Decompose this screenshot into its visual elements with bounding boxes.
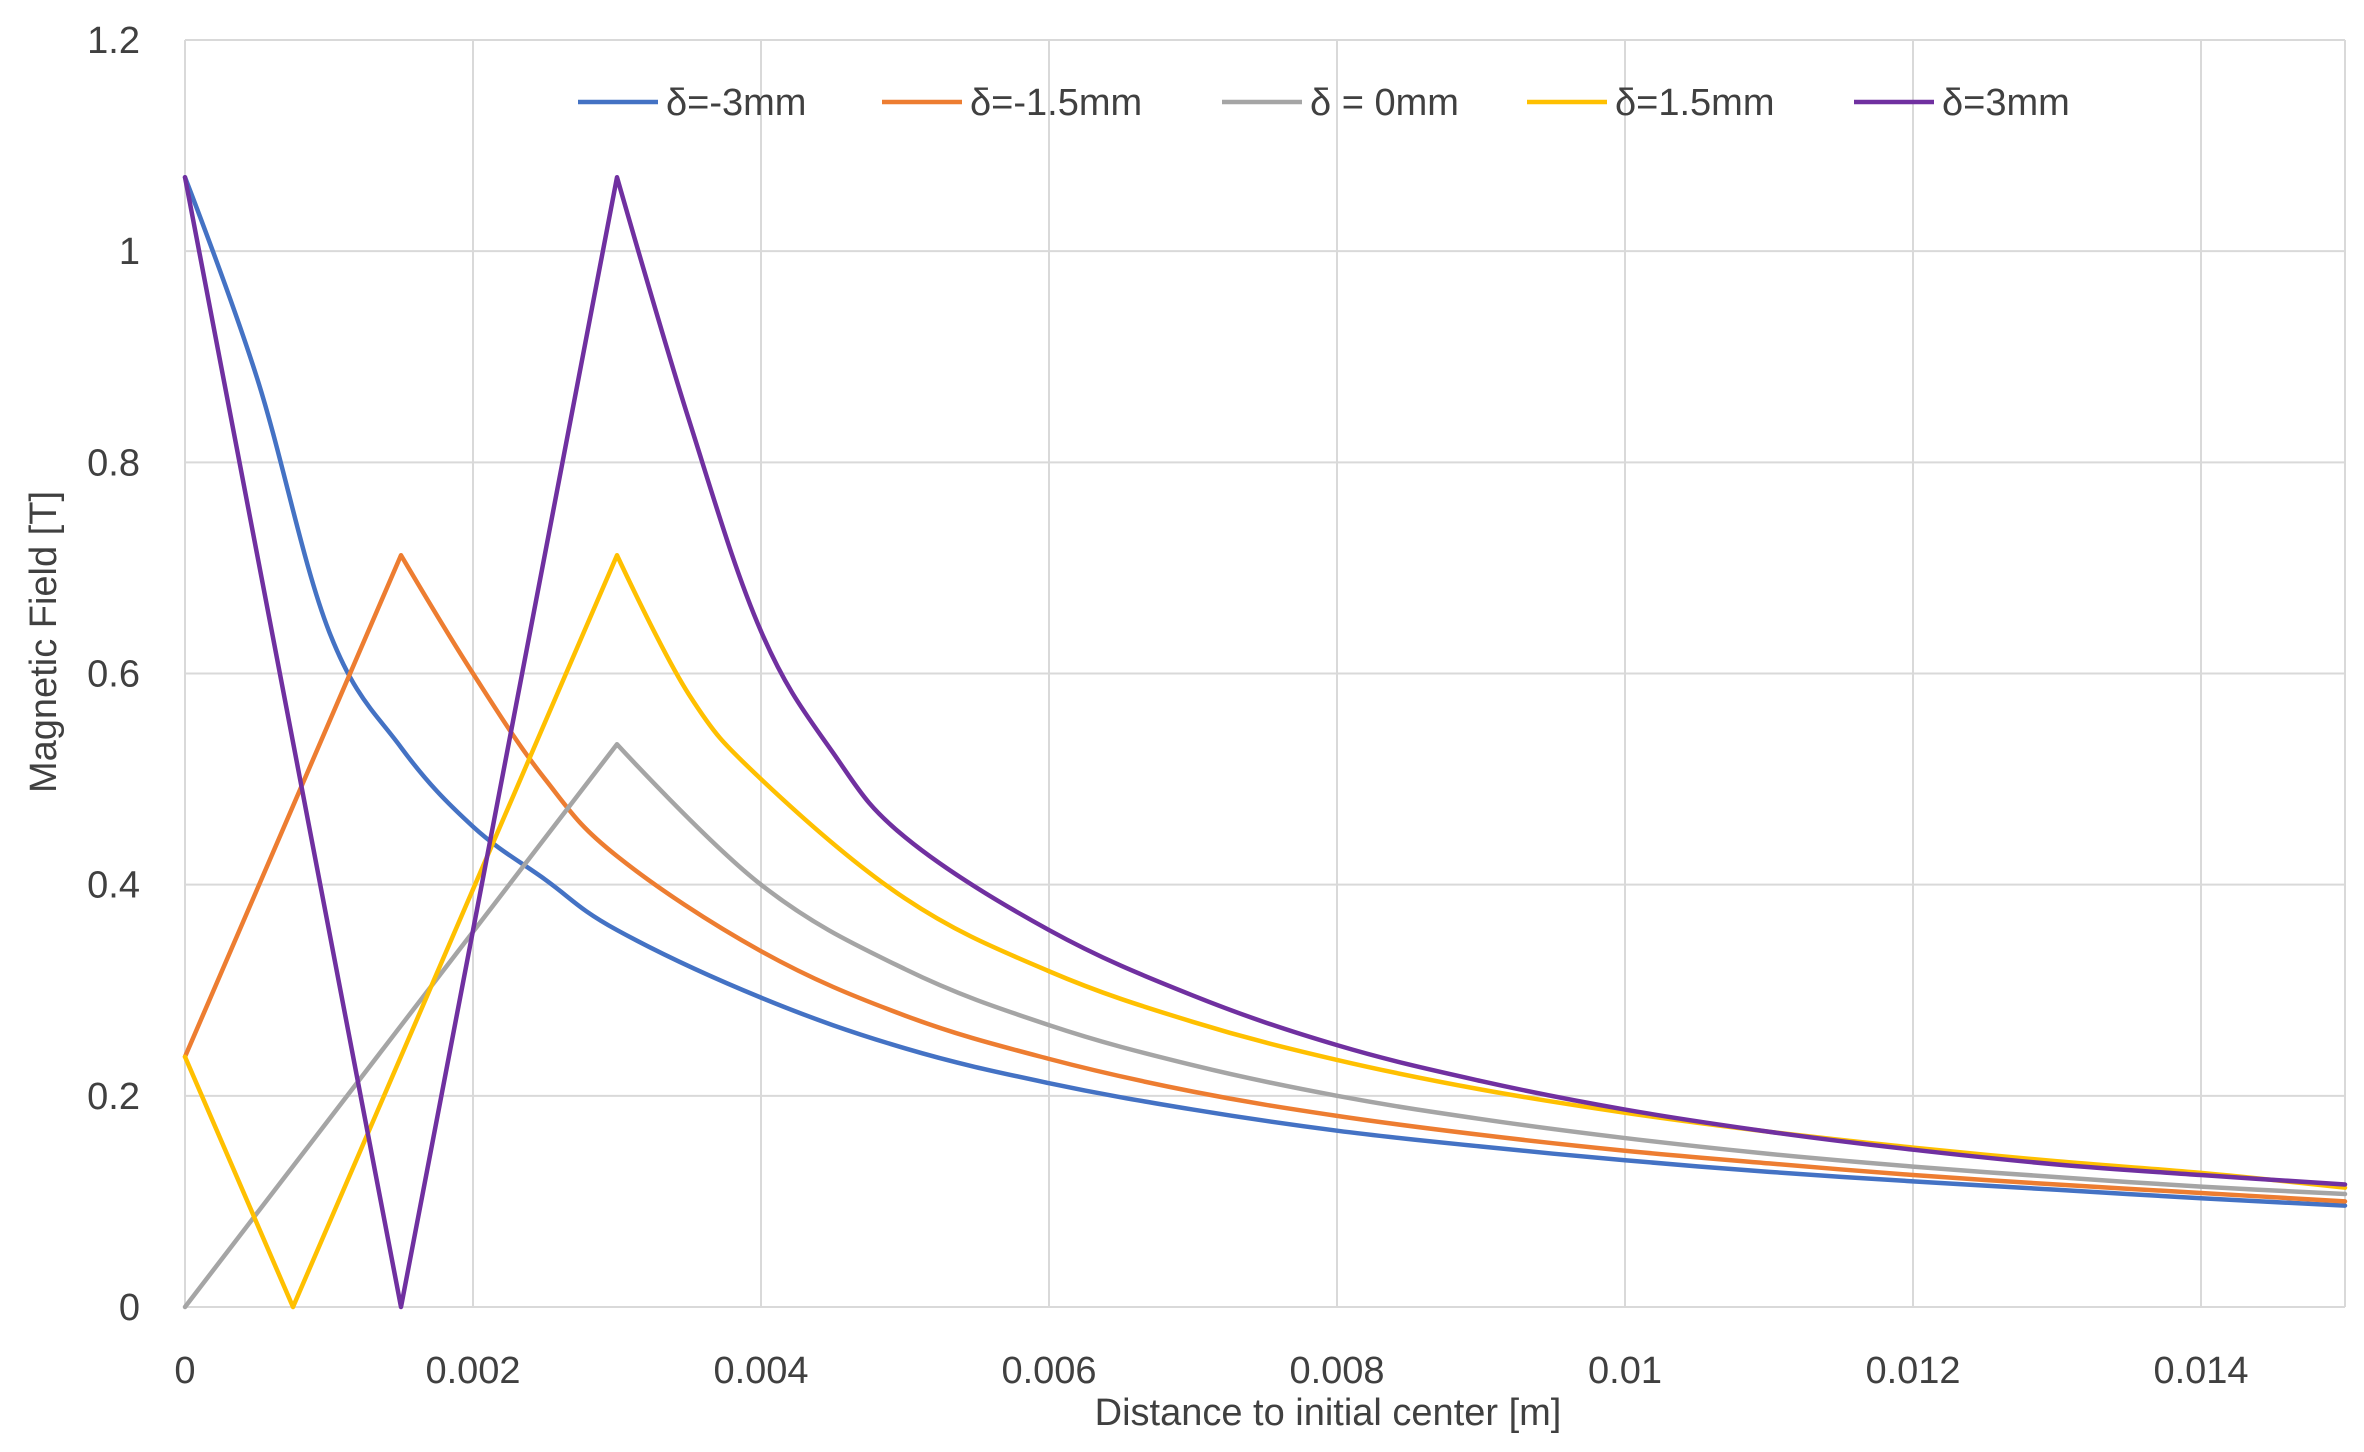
x-tick-label: 0.014 [2153,1350,2248,1392]
x-tick-label: 0.008 [1289,1350,1384,1392]
y-tick-label: 0.8 [87,442,140,484]
y-tick-label: 0 [119,1287,140,1329]
legend-label: δ=3mm [1942,82,2070,124]
legend-label: δ=-3mm [666,82,806,124]
legend: δ=-3mm δ=-1.5mm δ = 0mm δ=1.5mm δ=3mm [578,82,2070,124]
x-tick-label: 0.006 [1001,1350,1096,1392]
series-lines [182,175,2348,1310]
y-tick-label: 1.2 [87,20,140,62]
y-tick-label: 1 [119,231,140,273]
x-tick-label: 0.012 [1865,1350,1960,1392]
y-axis-title: Magnetic Field [T] [23,491,65,793]
x-tick-label: 0 [174,1350,195,1392]
y-tick-label: 0.4 [87,865,140,907]
x-axis-title: Distance to initial center [m] [1095,1392,1562,1434]
legend-label: δ = 0mm [1310,82,1459,124]
series-line-5 [182,175,2348,1310]
y-tick-label: 0.6 [87,654,140,696]
x-tick-label: 0.002 [425,1350,520,1392]
series-line-3 [182,741,2348,1310]
gridlines [184,39,2346,1308]
series-line-1 [182,175,2348,1208]
x-tick-label: 0.01 [1588,1350,1662,1392]
legend-label: δ=-1.5mm [970,82,1142,124]
series-line-4 [182,553,2348,1310]
y-tick-label: 0.2 [87,1076,140,1118]
x-tick-label: 0.004 [713,1350,808,1392]
legend-label: δ=1.5mm [1615,82,1774,124]
series-line-2 [182,553,2348,1204]
tick-labels: 0 0.002 0.004 0.006 0.008 0.01 0.012 0.014 0 0.2 0… [87,20,2248,1392]
